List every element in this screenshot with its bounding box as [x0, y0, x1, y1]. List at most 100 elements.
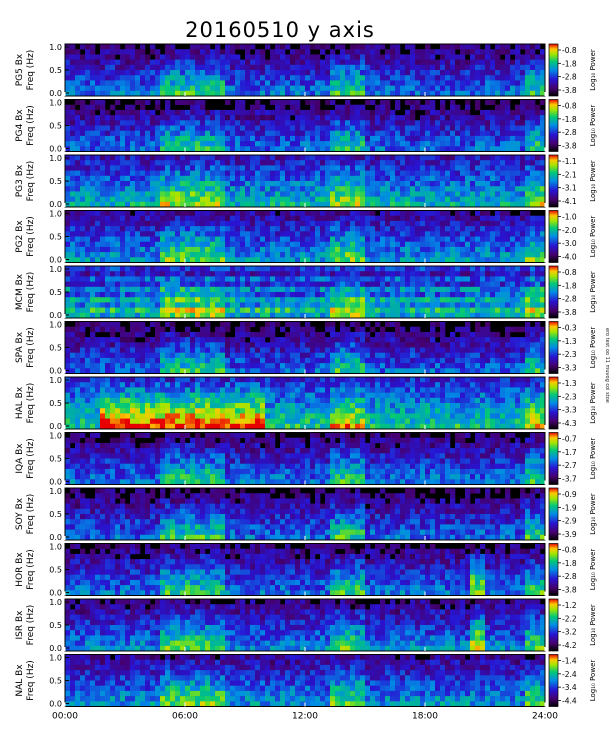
colorbar-tick-label: -1.0 [562, 213, 577, 222]
y-tick-label: 1.0 [49, 321, 62, 330]
colorbar-label: Log₁₀ Power [589, 493, 597, 535]
colorbar-label: Log₁₀ Power [589, 438, 597, 480]
station-label: MCM Bx [15, 273, 25, 310]
y-tick-label: 0.0 [49, 422, 62, 431]
station-label: ISR Bx [15, 610, 25, 640]
panel-0: 1.0 0.5 0.0 PG5 Bx Freq (Hz) -0.8 -1.8 -2.8 -3.8… [15, 43, 597, 98]
y-tick-label: 0.0 [49, 89, 62, 98]
colorbar-tick-label: -4.0 [562, 253, 577, 262]
y-tick-label: 0.0 [49, 478, 62, 487]
colorbar-tick-label: -2.3 [562, 350, 577, 359]
y-tick-label: 1.0 [49, 487, 62, 496]
colorbar-tick-label: -3.8 [562, 142, 577, 151]
station-label: PG3 Bx [15, 164, 25, 197]
panel-7: 1.0 0.5 0.0 IQA Bx Freq (Hz) -0.7 -1.7 -2.7 -3.7… [15, 432, 597, 487]
y-tick-label: 0.5 [49, 566, 62, 575]
colorbar-label: Log₁₀ Power [589, 604, 597, 646]
y-tick-label: 0.5 [49, 122, 62, 131]
colorbar-tick-label: -3.3 [562, 406, 577, 415]
station-label: HOR Bx [15, 552, 25, 587]
colorbar-tick-label: -3.8 [562, 308, 577, 317]
y-tick-label: 1.0 [49, 154, 62, 163]
y-tick-label: 0.0 [49, 145, 62, 154]
colorbar-tick-label: -0.7 [562, 435, 577, 444]
freq-axis-label: Freq (Hz) [26, 327, 36, 368]
y-tick-label: 0.5 [49, 399, 62, 408]
y-tick-label: 0.0 [49, 200, 62, 209]
y-tick-label: 0.0 [49, 311, 62, 320]
colorbar-tick-label: -1.9 [562, 503, 577, 512]
y-tick-label: 1.0 [49, 43, 62, 52]
colorbar-tick-label: -1.3 [562, 379, 577, 388]
y-tick-label: 1.0 [49, 654, 62, 663]
y-tick-label: 1.0 [49, 598, 62, 607]
panel-8: 1.0 0.5 0.0 SOY Bx Freq (Hz) -0.9 -1.9 -2.9 -3.9… [15, 487, 597, 542]
x-tick-label: 24:00 [532, 712, 558, 722]
colorbar-tick-label: -2.8 [562, 128, 577, 137]
colorbar-tick-label: -3.8 [562, 86, 577, 95]
colorbar-label: Log₁₀ Power [589, 327, 597, 369]
station-label: SPA Bx [15, 331, 25, 363]
y-tick-label: 0.0 [49, 256, 62, 265]
colorbar-label: Log₁₀ Power [589, 549, 597, 591]
colorbar-tick-label: -3.0 [562, 239, 577, 248]
colorbar-label: Log₁₀ Power [589, 105, 597, 147]
colorbar-tick-label: -2.2 [562, 614, 577, 623]
y-tick-label: 0.5 [49, 177, 62, 186]
colorbar-tick-label: -2.4 [562, 670, 577, 679]
station-label: PG5 Bx [15, 53, 25, 86]
colorbar-tick-label: -4.2 [562, 641, 577, 650]
y-tick-label: 0.0 [49, 533, 62, 542]
colorbar-tick-label: -3.3 [562, 364, 577, 373]
colorbar [548, 43, 559, 97]
colorbar-tick-label: -1.8 [562, 281, 577, 290]
colorbar-label: Log₁₀ Power [589, 271, 597, 313]
freq-axis-label: Freq (Hz) [26, 272, 36, 313]
station-label: HAL Bx [15, 386, 25, 419]
y-tick-label: 0.5 [49, 677, 62, 686]
y-tick-label: 1.0 [49, 210, 62, 219]
colorbar-tick-label: -3.7 [562, 475, 577, 484]
y-tick-label: 1.0 [49, 376, 62, 385]
colorbar-tick-label: -2.3 [562, 392, 577, 401]
panel-11: 1.0 0.5 0.0 NAL Bx Freq (Hz) -1.4 -2.4 -3.4 -4.4… [15, 654, 597, 709]
panel-10: 1.0 0.5 0.0 ISR Bx Freq (Hz) -1.2 -2.2 -3.2 -4.2… [15, 598, 597, 653]
colorbar-tick-label: -4.4 [562, 697, 577, 706]
colorbar-tick-label: -2.8 [562, 73, 577, 82]
station-label: IQA Bx [15, 443, 25, 474]
colorbar-tick-label: -3.2 [562, 628, 577, 637]
colorbar [548, 154, 559, 208]
colorbar-tick-label: -0.3 [562, 324, 577, 333]
chart-title: 20160510 y axis [185, 18, 375, 42]
y-tick-label: 0.0 [49, 700, 62, 709]
colorbar-label: Log₁₀ Power [589, 49, 597, 91]
y-tick-label: 1.0 [49, 432, 62, 441]
panel-3: 1.0 0.5 0.0 PG2 Bx Freq (Hz) -1.0 -2.0 -3.0 -4.0… [15, 210, 597, 265]
colorbar-tick-label: -0.8 [562, 268, 577, 277]
y-tick-label: 0.0 [49, 589, 62, 598]
panel-9: 1.0 0.5 0.0 HOR Bx Freq (Hz) -0.8 -1.8 -2.8 -3.8… [15, 543, 597, 598]
colorbar-tick-label: -3.9 [562, 530, 577, 539]
y-tick-label: 0.0 [49, 367, 62, 376]
freq-axis-label: Freq (Hz) [26, 605, 36, 646]
colorbar [548, 210, 559, 263]
station-label: SOY Bx [15, 497, 25, 530]
colorbar-tick-label: -4.1 [562, 197, 577, 206]
colorbar-tick-label: -3.1 [562, 184, 577, 193]
colorbar-label: Log₁₀ Power [589, 160, 597, 202]
y-tick-label: 0.5 [49, 344, 62, 353]
colorbar-tick-label: -1.8 [562, 59, 577, 68]
colorbar-tick-label: -1.8 [562, 115, 577, 124]
freq-axis-label: Freq (Hz) [26, 438, 36, 479]
y-tick-label: 1.0 [49, 265, 62, 274]
colorbar-tick-label: -1.3 [562, 337, 577, 346]
colorbar [548, 99, 559, 152]
station-label: PG2 Bx [15, 220, 25, 253]
colorbar-tick-label: -2.8 [562, 295, 577, 304]
y-tick-label: 0.5 [49, 288, 62, 297]
colorbar [548, 376, 559, 430]
x-tick-label: 18:00 [412, 712, 438, 722]
panel-6: 1.0 0.5 0.0 HAL Bx Freq (Hz) -1.3 -2.3 -3.3 -4.3… [15, 376, 597, 431]
freq-axis-label: Freq (Hz) [26, 105, 36, 146]
